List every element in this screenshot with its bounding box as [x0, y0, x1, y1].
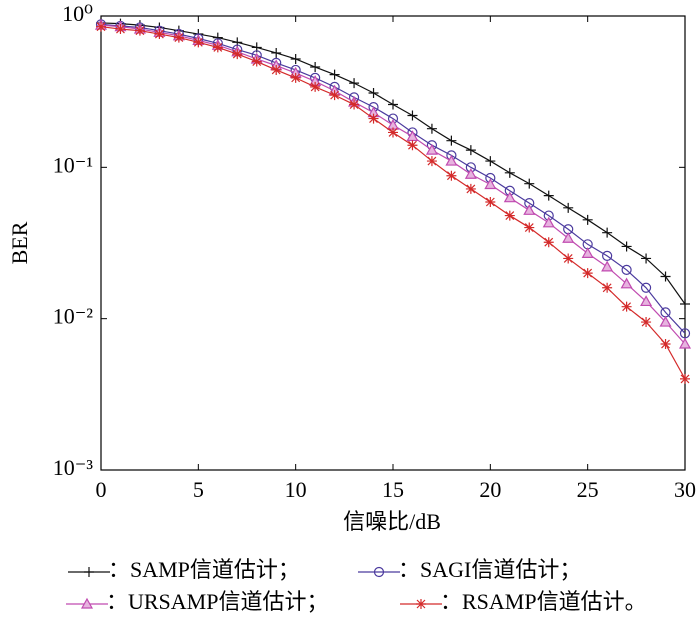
- y-tick-label: 10⁻¹: [53, 152, 93, 177]
- data-point: [602, 227, 613, 238]
- x-tick-label: 5: [193, 477, 204, 502]
- data-point: [329, 69, 340, 80]
- data-point: [523, 204, 536, 215]
- data-point: [212, 42, 223, 53]
- data-point: [503, 191, 516, 203]
- data-point: [446, 135, 457, 146]
- data-point: [115, 24, 126, 35]
- data-point: [582, 268, 593, 279]
- x-tick-label: 25: [577, 477, 599, 502]
- data-point: [601, 260, 614, 272]
- data-point: [329, 90, 340, 101]
- data-point: [271, 47, 282, 58]
- data-point: [310, 81, 321, 92]
- data-point: [271, 64, 282, 75]
- data-point: [660, 271, 671, 282]
- y-tick-label: 10⁻²: [53, 304, 94, 329]
- data-point: [660, 339, 671, 350]
- plot-frame: [100, 15, 686, 471]
- data-point: [621, 301, 632, 312]
- legend-label: ：RSAMP信道估计。: [440, 589, 647, 614]
- data-point: [563, 253, 574, 264]
- data-point: [524, 222, 535, 233]
- series-line: [100, 22, 686, 305]
- data-point: [581, 247, 594, 258]
- data-point: [602, 282, 613, 293]
- data-point: [173, 32, 184, 43]
- data-point: [465, 183, 476, 194]
- legend-marker: [80, 597, 94, 609]
- data-point: [485, 156, 496, 167]
- data-point: [426, 123, 437, 134]
- data-point: [96, 21, 106, 32]
- data-point: [465, 145, 476, 156]
- data-point: [388, 99, 398, 110]
- x-tick-label: 30: [674, 477, 696, 502]
- data-point: [193, 37, 204, 48]
- data-point: [504, 167, 515, 178]
- series-line: [100, 24, 686, 345]
- y-tick-label: 10⁰: [62, 1, 93, 26]
- data-point: [620, 277, 633, 289]
- legend-marker: [84, 567, 94, 577]
- data-point: [680, 299, 690, 310]
- data-point: [446, 170, 457, 181]
- data-point: [641, 317, 652, 328]
- data-point: [290, 53, 301, 64]
- series-line: [100, 26, 686, 380]
- y-axis-label: BER: [7, 221, 32, 264]
- data-point: [154, 29, 165, 40]
- data-point: [426, 156, 437, 167]
- data-point: [621, 241, 632, 252]
- data-point: [134, 25, 145, 36]
- data-point: [464, 168, 477, 179]
- data-point: [542, 216, 555, 228]
- legend-marker: [373, 566, 385, 578]
- data-point: [562, 232, 575, 243]
- data-point: [602, 250, 613, 261]
- x-tick-label: 15: [382, 477, 404, 502]
- data-point: [425, 143, 438, 155]
- data-point: [407, 110, 418, 121]
- data-point: [388, 127, 398, 138]
- data-point: [251, 56, 262, 67]
- data-point: [445, 154, 458, 166]
- data-point: [640, 282, 652, 293]
- data-point: [641, 253, 652, 264]
- data-point: [485, 197, 496, 208]
- data-point: [582, 214, 593, 225]
- data-point: [368, 113, 379, 124]
- data-point: [680, 373, 690, 384]
- data-point: [349, 78, 360, 89]
- data-point: [640, 295, 653, 307]
- x-tick-label: 10: [285, 477, 307, 502]
- legend-label: ：URSAMP信道估计；: [106, 589, 328, 614]
- data-point: [621, 264, 632, 276]
- data-point: [543, 237, 554, 248]
- data-point: [407, 140, 418, 151]
- data-point: [659, 315, 672, 327]
- x-tick-label: 20: [479, 477, 501, 502]
- legend-marker: [416, 599, 426, 609]
- x-tick-label: 0: [96, 477, 107, 502]
- data-point: [290, 72, 301, 83]
- data-point: [232, 49, 243, 60]
- data-point: [484, 178, 497, 190]
- data-point: [349, 99, 360, 110]
- data-point: [524, 178, 535, 189]
- series-line: [100, 23, 686, 334]
- data-point: [563, 202, 574, 213]
- data-point: [504, 210, 515, 221]
- data-point: [678, 337, 692, 349]
- x-axis-label: 信噪比/dB: [343, 509, 441, 534]
- legend-label: ：SAMP信道估计；: [108, 557, 300, 582]
- data-point: [543, 190, 554, 201]
- legend-label: ：SAGI信道估计；: [398, 557, 581, 582]
- y-tick-label: 10⁻³: [53, 455, 94, 480]
- data-point: [310, 62, 321, 73]
- data-point: [368, 87, 379, 98]
